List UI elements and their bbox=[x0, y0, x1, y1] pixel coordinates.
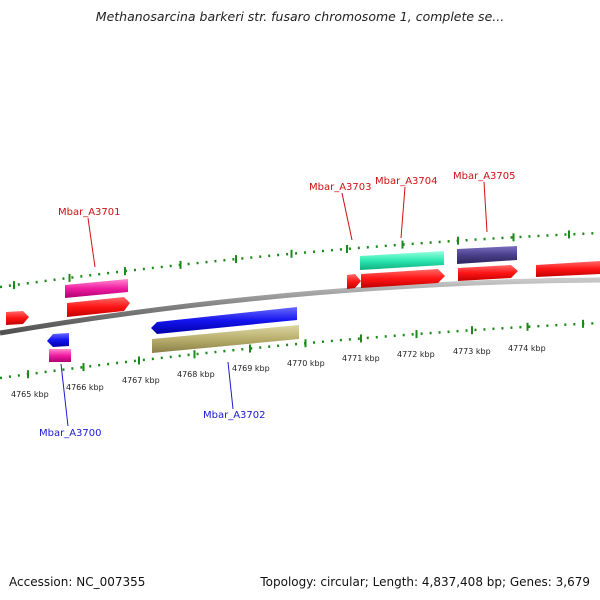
leader-3704 bbox=[400, 186, 406, 239]
cds-forward-3703 bbox=[347, 274, 361, 289]
cds-reverse-3702 bbox=[151, 307, 297, 334]
gene-label-3702[interactable]: Mbar_A3702 bbox=[203, 410, 266, 421]
label-leader-lines bbox=[60, 181, 488, 427]
gene-label-3705[interactable]: Mbar_A3705 bbox=[453, 171, 516, 182]
gene-3700 bbox=[49, 349, 71, 362]
leader-3705 bbox=[483, 181, 488, 233]
gene-label-3701[interactable]: Mbar_A3701 bbox=[58, 207, 121, 218]
kbp-label: 4774 kbp bbox=[508, 344, 546, 353]
kbp-label: 4770 kbp bbox=[287, 359, 325, 368]
gene-label-3700[interactable]: Mbar_A3700 bbox=[39, 428, 102, 439]
cds-forward-3701 bbox=[67, 297, 130, 317]
map-title: Methanosarcina barkeri str. fusaro chrom… bbox=[95, 9, 505, 24]
gene-labels[interactable]: Mbar_A3700 Mbar_A3701 Mbar_A3702 Mbar_A3… bbox=[39, 171, 516, 439]
kbp-label: 4771 kbp bbox=[342, 354, 380, 363]
cds-forward-3705 bbox=[458, 265, 518, 281]
gene-3702 bbox=[152, 325, 299, 353]
gene-3704 bbox=[360, 251, 444, 270]
accession-text: Accession: NC_007355 bbox=[9, 575, 146, 589]
leader-3702 bbox=[227, 361, 234, 410]
genome-backbone bbox=[0, 277, 600, 336]
gene-label-3703[interactable]: Mbar_A3703 bbox=[309, 182, 372, 193]
kbp-label: 4765 kbp bbox=[11, 390, 49, 399]
kbp-label: 4766 kbp bbox=[66, 383, 104, 392]
cds-forward-3704 bbox=[361, 269, 445, 288]
gene-3705 bbox=[457, 246, 517, 264]
kbp-label: 4772 kbp bbox=[397, 350, 435, 359]
kbp-label: 4769 kbp bbox=[232, 364, 270, 373]
gene-features bbox=[6, 246, 600, 362]
kbp-label: 4768 kbp bbox=[177, 370, 215, 379]
tick-marks bbox=[13, 230, 584, 379]
cds-reverse-3700 bbox=[47, 333, 69, 347]
kbp-label: 4767 kbp bbox=[122, 376, 160, 385]
leader-3701 bbox=[87, 217, 96, 268]
leader-3700 bbox=[60, 363, 69, 427]
cds-forward-left-edge bbox=[6, 311, 29, 325]
topology-summary: Topology: circular; Length: 4,837,408 bp… bbox=[260, 575, 590, 589]
cds-forward-right-edge bbox=[536, 261, 600, 277]
leader-3703 bbox=[341, 192, 353, 241]
kbp-label: 4773 kbp bbox=[453, 347, 491, 356]
gene-3701 bbox=[65, 279, 128, 298]
kbp-labels: 4765 kbp 4766 kbp 4767 kbp 4768 kbp 4769… bbox=[11, 344, 546, 399]
gene-label-3704[interactable]: Mbar_A3704 bbox=[375, 176, 438, 187]
